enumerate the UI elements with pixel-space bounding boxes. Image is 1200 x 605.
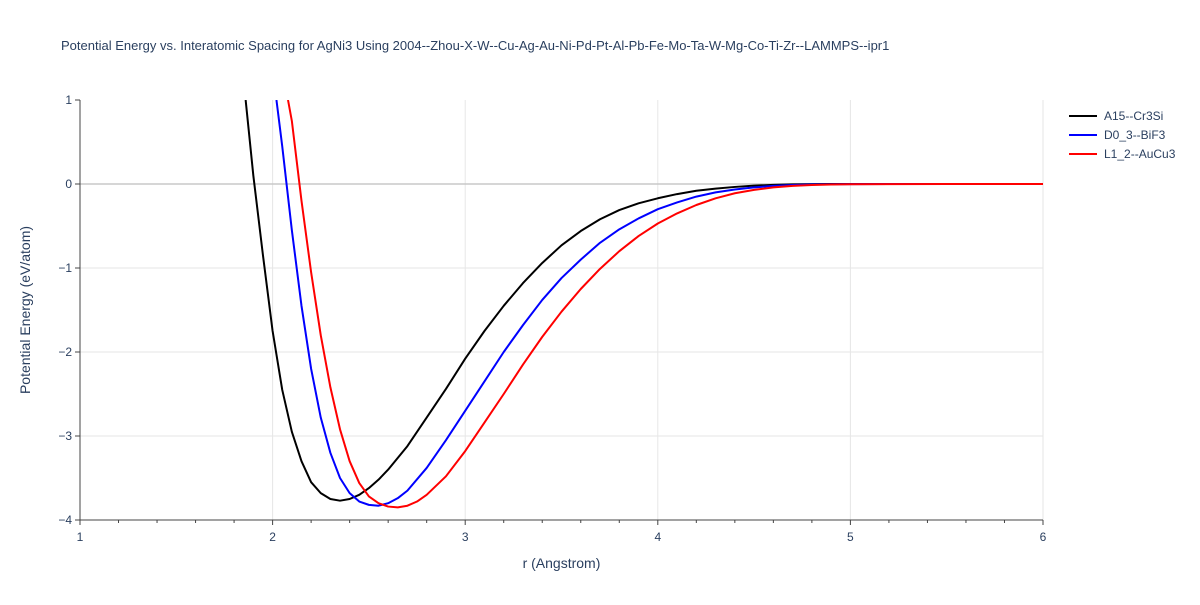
legend-label: L1_2--AuCu3	[1104, 147, 1176, 161]
x-tick-label: 2	[269, 530, 276, 544]
x-axis-title: r (Angstrom)	[523, 555, 601, 571]
series-layer	[244, 100, 1043, 509]
legend-item-0[interactable]: A15--Cr3Si	[1069, 109, 1163, 123]
legend-item-1[interactable]: D0_3--BiF3	[1069, 128, 1166, 142]
y-tick-label: −2	[58, 345, 72, 359]
x-tick-label: 1	[77, 530, 84, 544]
series-line-0	[244, 100, 1043, 502]
y-tick-label: 1	[65, 93, 72, 107]
y-tick-label: −4	[58, 513, 72, 527]
y-axis-title: Potential Energy (eV/atom)	[17, 226, 33, 394]
y-tick-label: −3	[58, 429, 72, 443]
x-tick-label: 5	[847, 530, 854, 544]
legend-label: A15--Cr3Si	[1104, 109, 1163, 123]
legend-label: D0_3--BiF3	[1104, 128, 1166, 142]
series-line-2	[287, 100, 1043, 509]
axis-layer	[75, 99, 1044, 525]
tick-label-layer: 1 2 3 4 5 6 −4 −3 −2 −1 0 1	[58, 93, 1046, 544]
x-tick-label: 4	[654, 530, 661, 544]
grid-layer	[80, 100, 1044, 520]
y-tick-label: 0	[65, 177, 72, 191]
x-tick-label: 3	[462, 530, 469, 544]
legend-item-2[interactable]: L1_2--AuCu3	[1069, 147, 1176, 161]
y-tick-label: −1	[58, 261, 72, 275]
x-tick-label: 6	[1040, 530, 1047, 544]
legend[interactable]: A15--Cr3Si D0_3--BiF3 L1_2--AuCu3	[1069, 109, 1176, 161]
series-line-1	[275, 100, 1043, 507]
chart-title: Potential Energy vs. Interatomic Spacing…	[61, 38, 889, 53]
